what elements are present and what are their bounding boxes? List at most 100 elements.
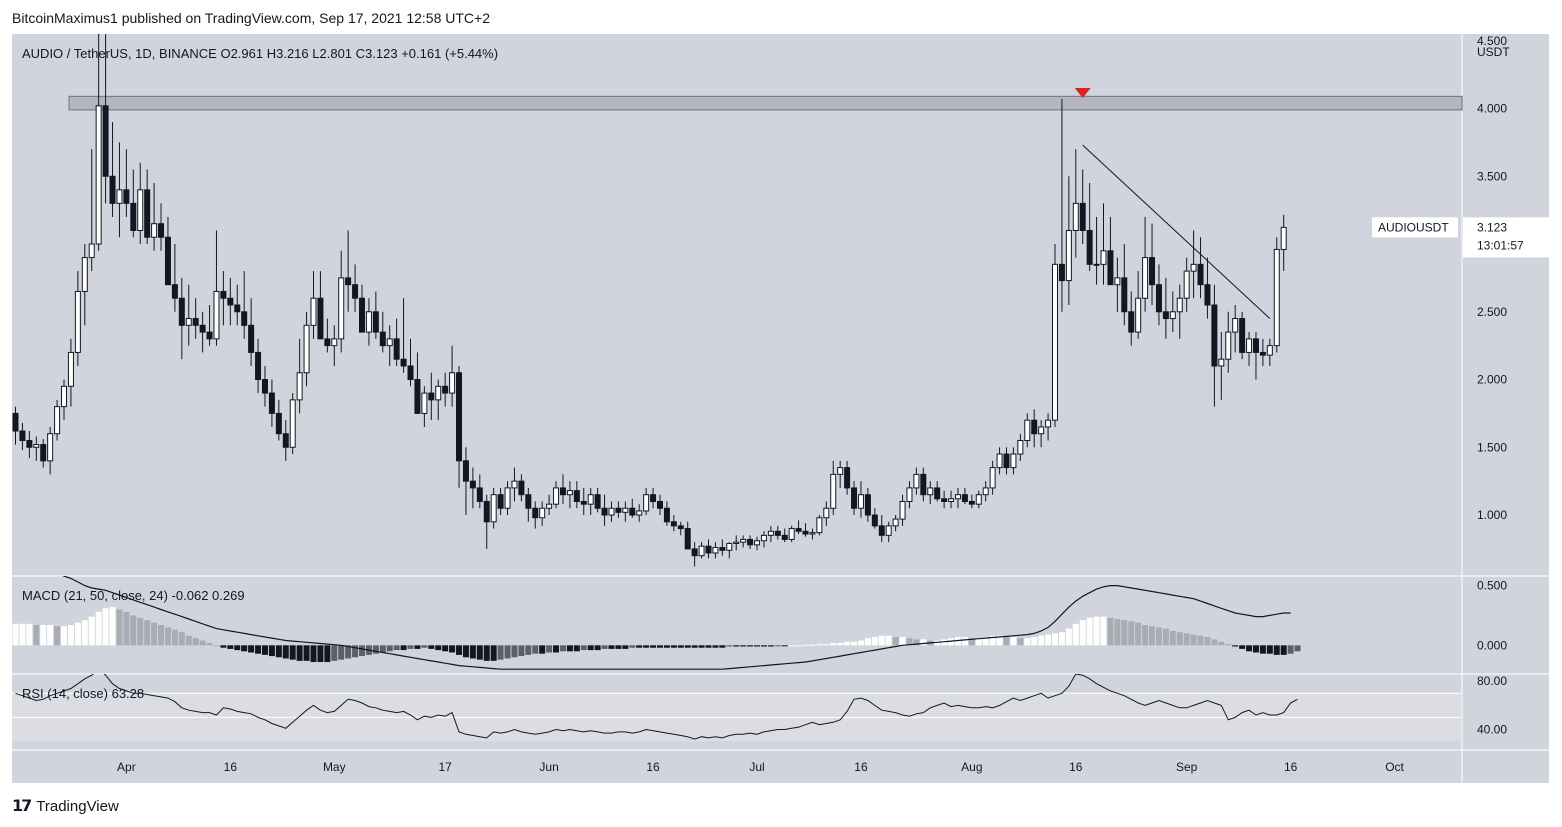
macd-histogram-bar (483, 645, 490, 661)
author-name[interactable]: BitcoinMaximus1 (12, 10, 118, 26)
macd-histogram-bar (1190, 634, 1197, 646)
candle-up (1114, 277, 1121, 286)
macd-histogram-bar (684, 645, 691, 648)
candle-up (1280, 226, 1287, 250)
candle-up (788, 528, 795, 540)
candle-up (67, 351, 74, 387)
sell-marker-icon (1074, 88, 1091, 98)
macd-histogram-bar (1058, 632, 1065, 646)
descending-trendline (1082, 144, 1271, 319)
macd-histogram-bar (553, 645, 560, 653)
candle-up (74, 290, 81, 353)
macd-histogram-bar (754, 645, 761, 647)
macd-histogram-bar (282, 645, 289, 659)
macd-group (12, 576, 1301, 670)
candle-down (261, 379, 268, 394)
candle-down (130, 202, 137, 231)
candle-down (109, 175, 116, 204)
candle-down (691, 548, 698, 557)
candle-down (1259, 351, 1266, 356)
macd-histogram-bar (428, 645, 435, 649)
macd-histogram-bar (788, 645, 795, 647)
macd-histogram-bar (352, 645, 359, 658)
legend-value: C (356, 46, 365, 61)
candle-down (248, 324, 255, 353)
candle-up (754, 540, 761, 546)
macd-histogram-bar (948, 638, 955, 646)
candle-up (1024, 419, 1031, 441)
macd-histogram-bar (227, 645, 234, 649)
macd-histogram-bar (1024, 638, 1031, 646)
candle-down (192, 318, 199, 326)
candle-down (1155, 284, 1162, 313)
macd-histogram-bar (95, 611, 102, 646)
candle-down (12, 412, 19, 432)
candle-down (1197, 263, 1204, 286)
macd-histogram-bar (511, 645, 518, 658)
macd-histogram-bar (19, 623, 26, 646)
candle-down (941, 498, 948, 502)
macd-histogram-bar (989, 635, 996, 646)
candle-down (705, 545, 712, 554)
candle-down (345, 277, 352, 286)
macd-histogram-bar (733, 645, 740, 647)
macd-histogram-bar (1204, 636, 1211, 646)
macd-histogram-bar (774, 645, 781, 647)
candle-up (760, 534, 767, 542)
candle-down (781, 534, 788, 540)
candle-down (961, 494, 968, 502)
price-label-value-box (1463, 217, 1549, 258)
macd-histogram-bar (566, 645, 573, 652)
candle-up (927, 487, 934, 496)
macd-histogram-bar (109, 607, 116, 646)
macd-histogram-bar (449, 645, 456, 653)
macd-histogram-bar (1107, 617, 1114, 646)
macd-histogram-bar (1121, 620, 1128, 646)
candle-down (40, 444, 47, 462)
candle-down (518, 480, 525, 496)
candle-down (1204, 284, 1211, 306)
macd-histogram-bar (130, 615, 137, 646)
macd-histogram-bar (1072, 623, 1079, 646)
macd-histogram-bar (317, 645, 324, 663)
macd-histogram-bar (913, 639, 920, 646)
macd-histogram-bar (33, 625, 40, 646)
tradingview-brand[interactable]: 𝟭𝟳 TradingView (12, 796, 119, 816)
candle-down (920, 473, 927, 496)
macd-histogram-bar (310, 645, 317, 663)
candle-up (566, 490, 573, 496)
candle-up (331, 338, 338, 347)
macd-histogram-bar (1211, 639, 1218, 646)
legend-value: AUDIO / TetherUS, 1D, BINANCE (22, 46, 220, 61)
macd-histogram-bar (663, 645, 670, 648)
macd-histogram-bar (844, 641, 851, 646)
candle-up (310, 297, 317, 326)
candle-down (1058, 263, 1065, 282)
macd-histogram-bar (809, 644, 816, 646)
candle-up (1093, 263, 1100, 266)
chart-frame[interactable]: USDT4.5004.0003.5003.0002.5002.0001.5001… (12, 34, 1549, 783)
macd-histogram-bar (767, 645, 774, 647)
candle-down (220, 290, 227, 299)
price-label-countdown: 13:01:57 (1477, 238, 1524, 252)
candle-down (871, 514, 878, 527)
candle-down (802, 530, 809, 535)
chart-legend: AUDIO / TetherUS, 1D, BINANCE O2.961 H3.… (22, 46, 498, 61)
candle-up (892, 518, 899, 527)
macd-histogram-bar (705, 645, 712, 648)
macd-histogram-bar (268, 645, 275, 657)
macd-histogram-bar (497, 645, 504, 660)
candle-up (816, 517, 823, 534)
macd-histogram-bar (171, 629, 178, 646)
macd-histogram-bar (331, 645, 338, 661)
candle-down (123, 189, 130, 204)
candle-up (837, 467, 844, 475)
candle-up (88, 243, 95, 259)
candle-up (553, 487, 560, 505)
candle-up (809, 532, 816, 535)
chart-canvas[interactable]: USDT4.5004.0003.5003.0002.5002.0001.5001… (12, 34, 1549, 783)
macd-histogram-bar (968, 638, 975, 646)
macd-histogram-bar (1183, 633, 1190, 646)
legend-value: H (267, 46, 276, 61)
candle-down (407, 365, 414, 381)
